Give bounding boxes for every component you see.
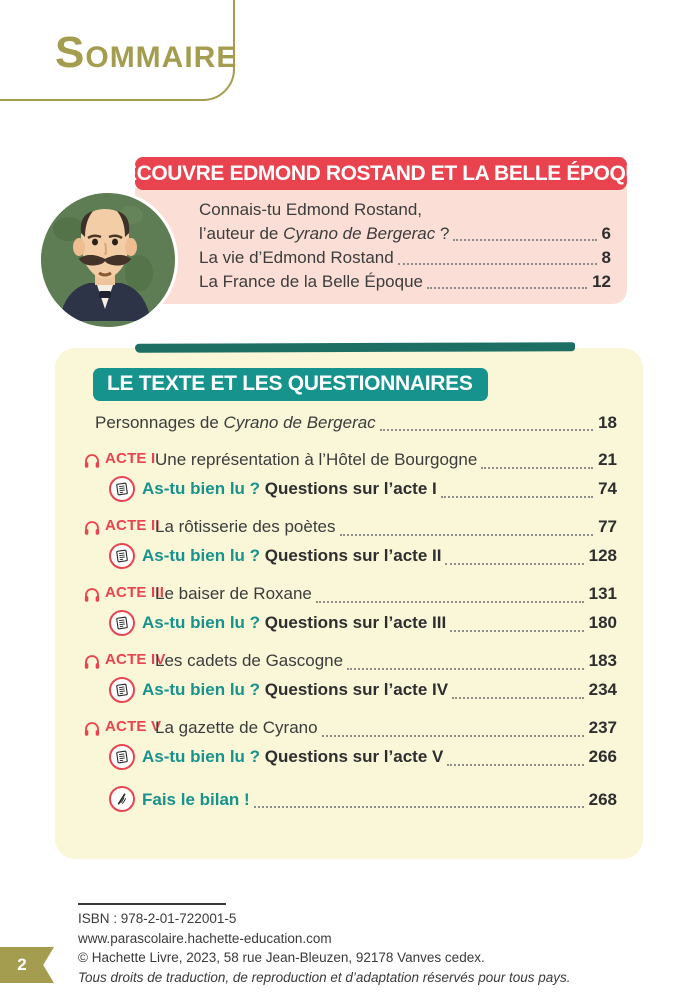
quiz-label: As-tu bien lu ? Questions sur l’acte II bbox=[142, 546, 442, 565]
toc-page-number: 18 bbox=[598, 413, 617, 432]
toc-page-number: 128 bbox=[588, 546, 617, 565]
dotted-leader bbox=[427, 287, 588, 289]
dotted-leader bbox=[452, 697, 584, 699]
bilan-entry: Fais le bilan ! 268 bbox=[109, 786, 617, 813]
acte-entry: ACTE IV Les cadets de Gascogne 183 bbox=[83, 646, 617, 675]
acte-entry: ACTE II La rôtisserie des poètes 77 bbox=[83, 512, 617, 541]
footer: ISBN : 978-2-01-722001-5 www.parascolair… bbox=[78, 909, 571, 987]
rights-line: Tous droits de traduction, de reproducti… bbox=[78, 969, 571, 985]
toc-entry: l’auteur de Cyrano de Bergerac ? 6 bbox=[199, 222, 611, 246]
quiz-label: As-tu bien lu ? Questions sur l’acte V bbox=[142, 747, 444, 766]
book-icon bbox=[109, 543, 135, 569]
book-icon bbox=[109, 677, 135, 703]
acte-label: ACTE II bbox=[105, 517, 160, 534]
acte-block: ACTE II La rôtisserie des poètes 77 As-t… bbox=[83, 512, 617, 570]
toc-page-number: 74 bbox=[598, 479, 617, 498]
website-line: www.parascolaire.hachette-education.com bbox=[78, 930, 332, 946]
acte-label: ACTE IV bbox=[105, 651, 166, 668]
copyright-line: © Hachette Livre, 2023, 58 rue Jean-Bleu… bbox=[78, 950, 485, 965]
acte-title: Une représentation à l’Hôtel de Bourgogn… bbox=[155, 450, 478, 469]
acte-entry: ACTE I Une représentation à l’Hôtel de B… bbox=[83, 445, 617, 474]
page-number-tab: 2 bbox=[0, 947, 54, 983]
footer-divider bbox=[78, 903, 226, 905]
dotted-leader bbox=[447, 764, 584, 766]
acte-entry: ACTE V La gazette de Cyrano 237 bbox=[83, 713, 617, 742]
dotted-leader bbox=[321, 735, 584, 737]
quiz-entry: As-tu bien lu ? Questions sur l’acte IV … bbox=[109, 676, 617, 704]
acte-block: ACTE V La gazette de Cyrano 237 As-tu bi… bbox=[83, 713, 617, 771]
toc-entry-label: La France de la Belle Époque bbox=[199, 272, 423, 291]
title-corner-frame bbox=[0, 0, 235, 101]
book-icon bbox=[109, 610, 135, 636]
toc-page-number: 12 bbox=[592, 272, 611, 291]
acte-label: ACTE III bbox=[105, 584, 165, 601]
dotted-leader bbox=[339, 534, 594, 536]
headphones-icon bbox=[84, 588, 100, 602]
toc-entry-personnages: Personnages de Cyrano de Bergerac 18 bbox=[95, 410, 617, 436]
toc-entry-label: l’auteur de Cyrano de Bergerac ? bbox=[199, 224, 450, 243]
acte-entry: ACTE III Le baiser de Roxane 131 bbox=[83, 579, 617, 608]
quiz-entry: As-tu bien lu ? Questions sur l’acte III… bbox=[109, 609, 617, 637]
book-icon bbox=[109, 744, 135, 770]
toc-page-number: 77 bbox=[598, 517, 617, 536]
toc-page-number: 268 bbox=[588, 790, 617, 809]
toc-page-number: 266 bbox=[588, 747, 617, 766]
headphones-icon bbox=[84, 655, 100, 669]
page-title: Sommaire bbox=[55, 28, 238, 77]
dotted-leader bbox=[450, 630, 584, 632]
toc-page-number: 8 bbox=[601, 248, 611, 267]
dotted-leader bbox=[253, 806, 584, 808]
texte-toc-box: LE TEXTE ET LES QUESTIONNAIRES Personnag… bbox=[55, 342, 643, 859]
acte-title: La rôtisserie des poètes bbox=[155, 517, 336, 536]
acte-label: ACTE I bbox=[105, 450, 156, 467]
dotted-leader bbox=[379, 429, 594, 431]
acte-block: ACTE IV Les cadets de Gascogne 183 As-tu… bbox=[83, 646, 617, 704]
toc-entry-line: Connais-tu Edmond Rostand, bbox=[199, 200, 423, 219]
book-icon bbox=[109, 476, 135, 502]
quiz-label: As-tu bien lu ? Questions sur l’acte I bbox=[142, 479, 437, 498]
edmond-rostand-portrait bbox=[38, 190, 178, 330]
toc-entry-label: La vie d’Edmond Rostand bbox=[199, 248, 394, 267]
quiz-entry: As-tu bien lu ? Questions sur l’acte II … bbox=[109, 542, 617, 570]
toc-page-number: 6 bbox=[601, 224, 611, 243]
toc-entry: La vie d’Edmond Rostand 8 bbox=[199, 246, 611, 270]
decouvre-toc-box: Connais-tu Edmond Rostand, l’auteur de C… bbox=[135, 188, 627, 304]
isbn-line: ISBN : 978-2-01-722001-5 bbox=[78, 911, 237, 926]
acte-block: ACTE I Une représentation à l’Hôtel de B… bbox=[83, 445, 617, 503]
quiz-entry: As-tu bien lu ? Questions sur l’acte I 7… bbox=[109, 475, 617, 503]
dotted-leader bbox=[445, 563, 584, 565]
toc-page-number: 131 bbox=[588, 584, 617, 603]
acte-title: La gazette de Cyrano bbox=[155, 718, 318, 737]
headphones-icon bbox=[84, 521, 100, 535]
toc-page-number: 183 bbox=[588, 651, 617, 670]
portrait-illustration bbox=[41, 193, 169, 321]
toc-entry: La France de la Belle Époque 12 bbox=[199, 270, 611, 294]
dotted-leader bbox=[440, 496, 594, 498]
headphones-icon bbox=[84, 454, 100, 468]
bilan-label: Fais le bilan ! bbox=[142, 790, 250, 809]
headphones-icon bbox=[84, 722, 100, 736]
toc-page-number: 237 bbox=[588, 718, 617, 737]
dotted-leader bbox=[453, 239, 597, 241]
toc-page-number: 180 bbox=[588, 613, 617, 632]
dotted-leader bbox=[397, 263, 597, 265]
writing-hand-icon bbox=[109, 786, 135, 812]
quiz-label: As-tu bien lu ? Questions sur l’acte III bbox=[142, 613, 447, 632]
section-header-decouvre: DÉCOUVRE EDMOND ROSTAND ET LA BELLE ÉPOQ… bbox=[108, 157, 654, 190]
acte-label: ACTE V bbox=[105, 718, 162, 735]
acte-title: Les cadets de Gascogne bbox=[155, 651, 344, 670]
brush-stroke-decoration bbox=[134, 342, 576, 353]
acte-block: ACTE III Le baiser de Roxane 131 As-tu b… bbox=[83, 579, 617, 637]
section-header-texte: LE TEXTE ET LES QUESTIONNAIRES bbox=[93, 368, 488, 401]
toc-entry-label: Personnages de Cyrano de Bergerac bbox=[95, 413, 376, 432]
dotted-leader bbox=[347, 668, 584, 670]
toc-page-number: 234 bbox=[588, 680, 617, 699]
dotted-leader bbox=[315, 601, 584, 603]
acte-title: Le baiser de Roxane bbox=[155, 584, 312, 603]
dotted-leader bbox=[481, 467, 594, 469]
quiz-label: As-tu bien lu ? Questions sur l’acte IV bbox=[142, 680, 449, 699]
toc-page-number: 21 bbox=[598, 450, 617, 469]
quiz-entry: As-tu bien lu ? Questions sur l’acte V 2… bbox=[109, 743, 617, 771]
